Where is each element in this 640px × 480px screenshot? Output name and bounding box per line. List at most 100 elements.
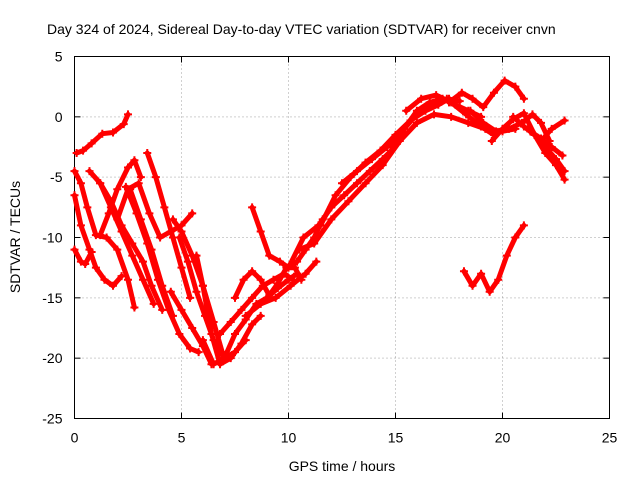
x-tick-label: 20 (495, 430, 511, 446)
data-point (70, 245, 79, 254)
data-point (269, 275, 278, 284)
data-point (220, 354, 229, 363)
y-tick-label: 5 (55, 49, 63, 65)
series-line (144, 150, 193, 301)
data-point (177, 305, 186, 314)
y-axis-label: SDTVAR / TECUs (7, 181, 23, 293)
series-line (467, 108, 553, 144)
data-point (502, 251, 511, 260)
series-arc-3 (70, 191, 126, 290)
data-point (198, 281, 207, 290)
data-point (468, 281, 477, 290)
data-point (70, 191, 79, 200)
data-point (119, 120, 128, 129)
data-point (352, 167, 361, 176)
data-point (479, 118, 488, 127)
x-tick-label: 15 (388, 430, 404, 446)
data-point (248, 203, 257, 212)
data-point (186, 344, 195, 353)
data-point (81, 260, 90, 269)
data-point (537, 118, 546, 127)
data-point (256, 227, 265, 236)
series-line (296, 111, 518, 253)
data-point (91, 263, 100, 272)
data-point (194, 348, 203, 357)
data-point (310, 239, 319, 248)
data-point (352, 179, 361, 188)
series-arc-11 (143, 149, 195, 302)
data-point (177, 227, 186, 236)
data-point (331, 191, 340, 200)
data-point (149, 299, 158, 308)
data-point (462, 110, 471, 119)
data-point (295, 245, 304, 254)
data-point (338, 179, 346, 188)
data-point (126, 185, 135, 194)
data-point (87, 139, 96, 148)
data-point (175, 233, 184, 242)
data-point (70, 167, 79, 176)
data-point (316, 221, 325, 230)
data-point (519, 221, 528, 230)
data-point (158, 281, 167, 290)
data-point (151, 173, 160, 182)
x-tick-label: 25 (602, 430, 618, 446)
data-point (560, 167, 569, 176)
series-arc-27 (445, 76, 528, 112)
data-point (79, 146, 88, 155)
series-arc-1 (72, 110, 132, 158)
data-point (231, 293, 239, 302)
data-point (168, 311, 177, 320)
data-point (83, 203, 92, 212)
data-point (378, 161, 387, 170)
data-point (168, 215, 177, 224)
data-point (367, 155, 376, 164)
series-line (72, 247, 95, 267)
data-point (248, 320, 257, 329)
data-point (447, 112, 456, 121)
data-point (147, 245, 156, 254)
data-point (85, 167, 94, 176)
x-axis-label: GPS time / hours (289, 458, 396, 474)
data-point (145, 209, 154, 218)
data-point (455, 97, 464, 106)
data-point (138, 257, 147, 266)
series-arc-19 (241, 257, 321, 320)
data-point (188, 324, 197, 332)
grid-lines (74, 56, 610, 419)
data-point (198, 336, 207, 345)
data-point (400, 124, 409, 133)
data-point (117, 227, 126, 236)
data-point (494, 275, 503, 284)
data-point (87, 247, 96, 256)
data-point (417, 94, 426, 103)
axis-ticks: 0 5 10 15 20 25 -25 -20 -15 -10 -5 0 5 (42, 49, 617, 446)
data-point (327, 215, 336, 224)
y-tick-label: -10 (42, 230, 62, 246)
data-point (547, 124, 556, 133)
data-point (113, 185, 122, 194)
data-point (121, 182, 130, 191)
data-point (479, 103, 488, 112)
data-point (143, 149, 152, 158)
data-point (216, 330, 225, 339)
data-point (104, 209, 113, 218)
data-point (109, 281, 118, 290)
series-arc-15 (192, 251, 265, 369)
data-point (192, 287, 201, 296)
series-line (243, 259, 319, 319)
series-arc-32 (537, 116, 569, 145)
series-line (527, 128, 565, 158)
data-point (207, 330, 216, 339)
data-point (183, 257, 192, 266)
data-point (138, 275, 147, 284)
data-point (387, 143, 396, 151)
data-point (113, 245, 122, 254)
series-arc-29 (487, 109, 569, 184)
data-point (511, 82, 520, 91)
series-line (97, 157, 144, 238)
data-point (113, 215, 122, 224)
data-point (175, 330, 184, 339)
data-point (464, 118, 473, 127)
